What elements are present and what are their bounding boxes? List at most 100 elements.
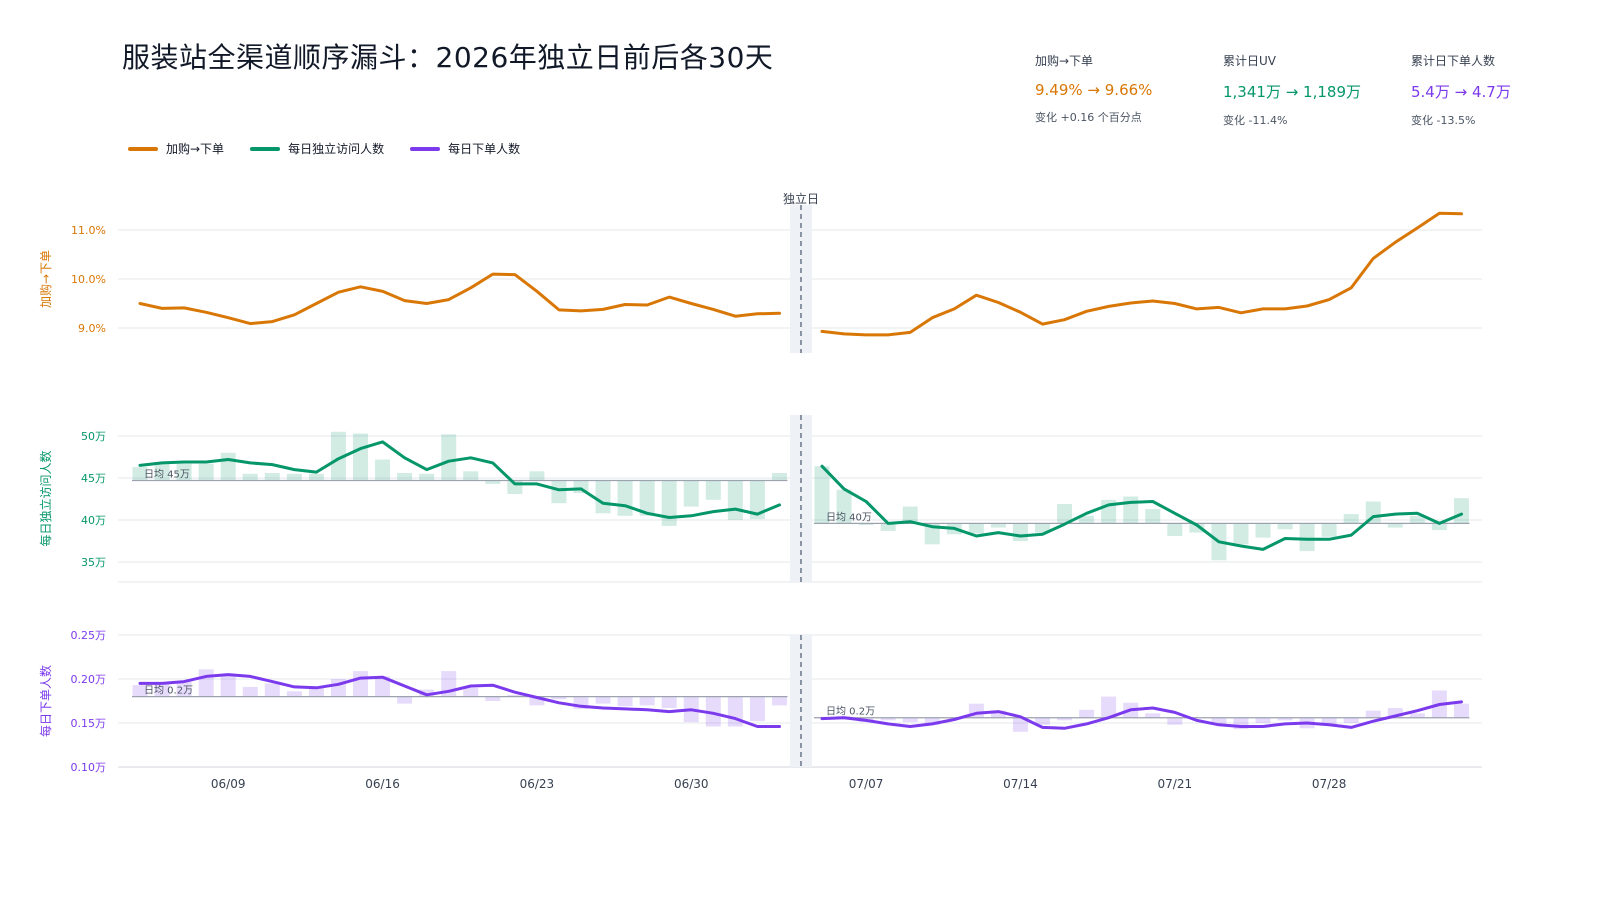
- event-label: 独立日: [783, 191, 819, 206]
- kpi-uv: 累计日UV 1,341万 → 1,189万 变化 -11.4%: [1223, 52, 1361, 128]
- bar: [1079, 709, 1095, 718]
- bar: [771, 472, 787, 481]
- bar: [132, 467, 148, 481]
- legend-item-uv[interactable]: 每日独立访问人数: [250, 140, 384, 157]
- bar: [397, 472, 413, 481]
- bar: [595, 480, 611, 514]
- x-tick-label: 06/30: [674, 777, 709, 791]
- bar: [836, 489, 852, 524]
- average-label: 日均 0.2万: [144, 685, 193, 697]
- bar: [176, 463, 192, 481]
- y-tick-label: 0.20万: [71, 673, 107, 686]
- bar: [880, 523, 896, 531]
- bar: [1387, 708, 1403, 718]
- bar: [220, 673, 236, 697]
- bar: [705, 480, 721, 500]
- bar: [242, 686, 258, 697]
- series-line-pre: [138, 440, 781, 519]
- bar: [639, 696, 655, 706]
- bar: [1409, 515, 1425, 524]
- kpi-value: 9.49% → 9.66%: [1035, 81, 1153, 99]
- bar: [220, 452, 236, 481]
- bar: [1167, 717, 1183, 725]
- y-axis-label: 每日独立访问人数: [38, 450, 53, 546]
- bar: [419, 689, 435, 697]
- bar: [595, 696, 611, 704]
- bar: [617, 696, 633, 707]
- bar: [1277, 523, 1293, 530]
- bar: [924, 717, 940, 725]
- legend-label: 每日下单人数: [448, 142, 521, 156]
- y-tick-label: 11.0%: [71, 224, 106, 237]
- bar: [264, 683, 280, 697]
- bar: [661, 480, 677, 526]
- bar: [1453, 703, 1469, 718]
- legend: 加购→下单 每日独立访问人数 每日下单人数: [128, 140, 520, 157]
- series-line-post: [820, 464, 1463, 551]
- bar: [1035, 717, 1050, 725]
- bar: [749, 480, 765, 520]
- bar: [705, 696, 721, 727]
- y-tick-label: 0.10万: [71, 761, 107, 774]
- bar: [132, 685, 148, 697]
- bar: [419, 473, 435, 481]
- average-label: 日均 40万: [826, 511, 872, 523]
- bar: [880, 717, 896, 721]
- bar: [1189, 523, 1205, 533]
- bar: [1321, 523, 1337, 537]
- x-tick-label: 07/14: [1003, 777, 1038, 791]
- y-tick-label: 9.0%: [78, 322, 106, 335]
- bar: [1035, 523, 1050, 533]
- kpi-orders: 累计日下单人数 5.4万 → 4.7万 变化 -13.5%: [1411, 52, 1511, 128]
- y-tick-label: 10.0%: [71, 273, 106, 286]
- bar: [441, 434, 457, 481]
- bar: [176, 681, 192, 697]
- y-axis-label: 每日下单人数: [38, 665, 53, 737]
- bar: [507, 694, 523, 697]
- kpi-change: 变化 -13.5%: [1411, 114, 1476, 127]
- kpi-label: 累计日下单人数: [1411, 54, 1496, 68]
- bar: [1453, 498, 1469, 524]
- legend-item-orders[interactable]: 每日下单人数: [410, 140, 520, 157]
- bar: [858, 523, 874, 526]
- bar: [990, 523, 1006, 528]
- bar: [353, 671, 368, 697]
- y-tick-label: 35万: [81, 556, 106, 569]
- bar: [1365, 710, 1381, 718]
- y-tick-label: 45万: [81, 472, 106, 485]
- bar: [308, 687, 324, 697]
- bar: [683, 480, 699, 507]
- kpi-value: 1,341万 → 1,189万: [1223, 83, 1361, 101]
- series-line-post: [820, 211, 1463, 337]
- kpi-change: 变化 +0.16 个百分点: [1035, 111, 1142, 124]
- x-tick-label: 06/16: [365, 777, 400, 791]
- legend-label: 每日独立访问人数: [288, 142, 385, 156]
- bar: [1233, 717, 1249, 730]
- kpi-label: 加购→下单: [1035, 54, 1094, 68]
- bar: [1012, 523, 1028, 541]
- bar: [1145, 713, 1161, 718]
- bar: [902, 506, 918, 524]
- average-label: 日均 0.2万: [826, 706, 875, 718]
- bar: [551, 696, 567, 700]
- x-tick-label: 06/23: [520, 777, 555, 791]
- bar: [1343, 514, 1359, 524]
- bar: [154, 462, 170, 481]
- kpi-label: 累计日UV: [1223, 54, 1276, 68]
- page-title: 服装站全渠道顺序漏斗：2026年独立日前后各30天: [122, 41, 774, 74]
- series-line-pre: [138, 673, 781, 728]
- bar: [375, 676, 391, 697]
- y-tick-label: 0.15万: [71, 717, 107, 730]
- x-tick-label: 07/28: [1312, 777, 1347, 791]
- bar: [529, 471, 545, 481]
- legend-item-conversion[interactable]: 加购→下单: [128, 140, 224, 157]
- average-label: 日均 45万: [144, 469, 190, 481]
- y-tick-label: 50万: [81, 430, 106, 443]
- bar: [1277, 717, 1293, 721]
- bar: [1057, 717, 1073, 721]
- bar: [1123, 496, 1139, 524]
- series-line-pre: [138, 272, 781, 326]
- bar: [1387, 523, 1403, 528]
